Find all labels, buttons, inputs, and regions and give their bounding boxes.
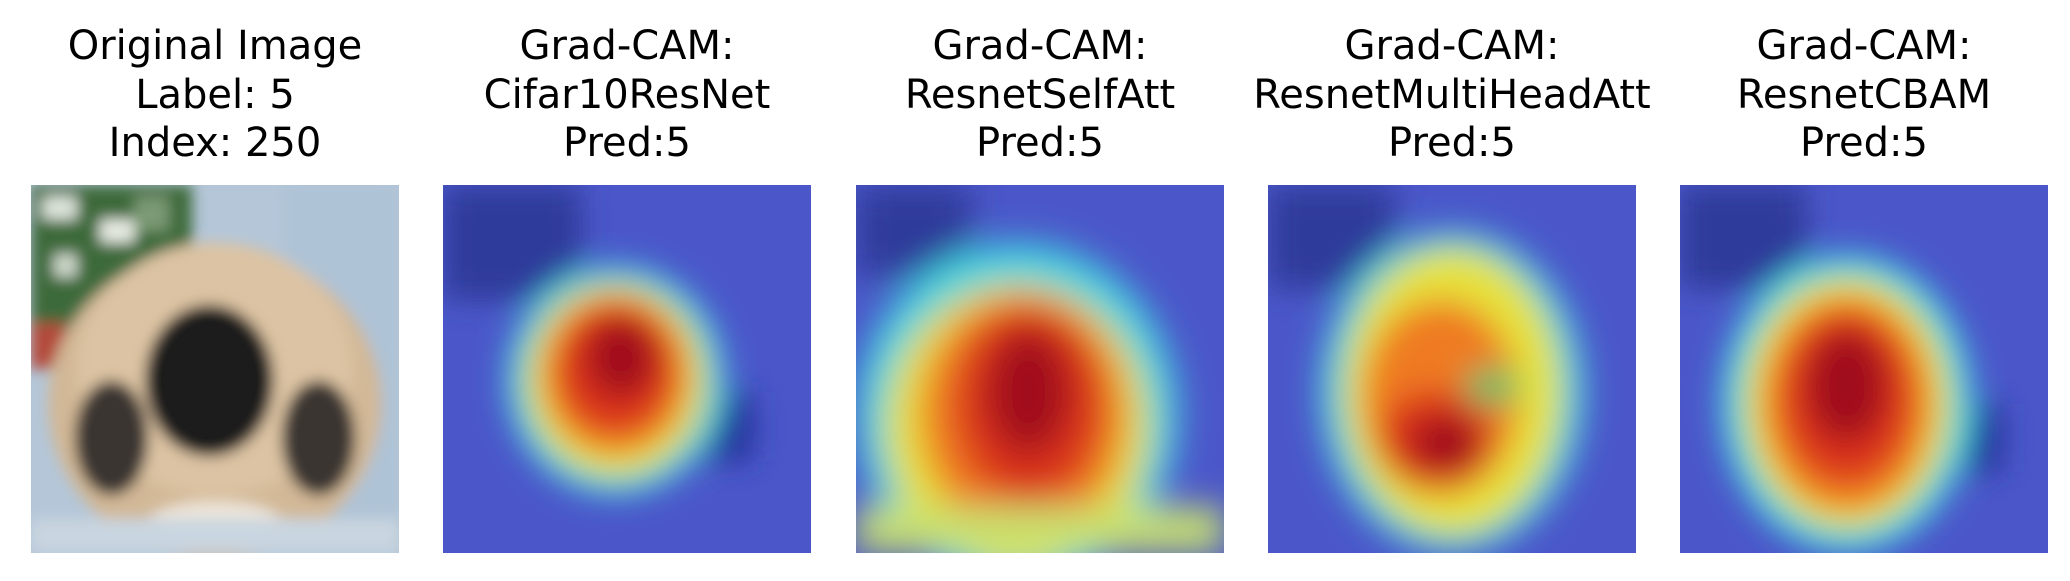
title-line: ResnetSelfAtt (904, 71, 1176, 118)
title-line: Pred:5 (976, 120, 1104, 166)
gradcam-heatmap-resnetcbam (1680, 185, 2048, 553)
gradcam-heatmap-resnetselfatt (856, 185, 1224, 553)
panel-title: Grad-CAM: ResnetCBAM Pred:5 (1640, 22, 2070, 168)
title-line: Original Image (67, 23, 363, 69)
title-line: Grad-CAM: (1344, 23, 1560, 69)
title-line: Label: 5 (135, 71, 295, 118)
title-line: Cifar10ResNet (483, 71, 771, 118)
title-line: Index: 250 (108, 120, 322, 166)
title-line: Pred:5 (1388, 120, 1516, 166)
panel-title: Original Image Label: 5 Index: 250 (0, 22, 439, 168)
gradcam-heatmap-resnetmultiheadatt (1268, 185, 1636, 553)
panel-cifar10resnet: Grad-CAM: Cifar10ResNet Pred:5 (443, 0, 811, 581)
title-line: ResnetMultiHeadAtt (1253, 71, 1651, 118)
title-line: ResnetCBAM (1736, 71, 1992, 118)
title-line: Grad-CAM: (1756, 23, 1972, 69)
title-line: Grad-CAM: (932, 23, 1148, 69)
panel-title: Grad-CAM: ResnetSelfAtt Pred:5 (816, 22, 1264, 168)
title-line: Grad-CAM: (519, 23, 735, 69)
panel-resnetcbam: Grad-CAM: ResnetCBAM Pred:5 (1680, 0, 2048, 581)
panel-original: Original Image Label: 5 Index: 250 (31, 0, 399, 581)
panel-resnetmultiheadatt: Grad-CAM: ResnetMultiHeadAtt Pred:5 (1253, 0, 1651, 581)
title-line: Pred:5 (1800, 120, 1928, 166)
title-line: Pred:5 (563, 120, 691, 166)
original-dog-image (31, 185, 399, 553)
panel-title: Grad-CAM: Cifar10ResNet Pred:5 (403, 22, 851, 168)
panel-title: Grad-CAM: ResnetMultiHeadAtt Pred:5 (1228, 22, 1676, 168)
gradcam-heatmap-cifar10resnet (443, 185, 811, 553)
panel-resnetselfatt: Grad-CAM: ResnetSelfAtt Pred:5 (856, 0, 1224, 581)
